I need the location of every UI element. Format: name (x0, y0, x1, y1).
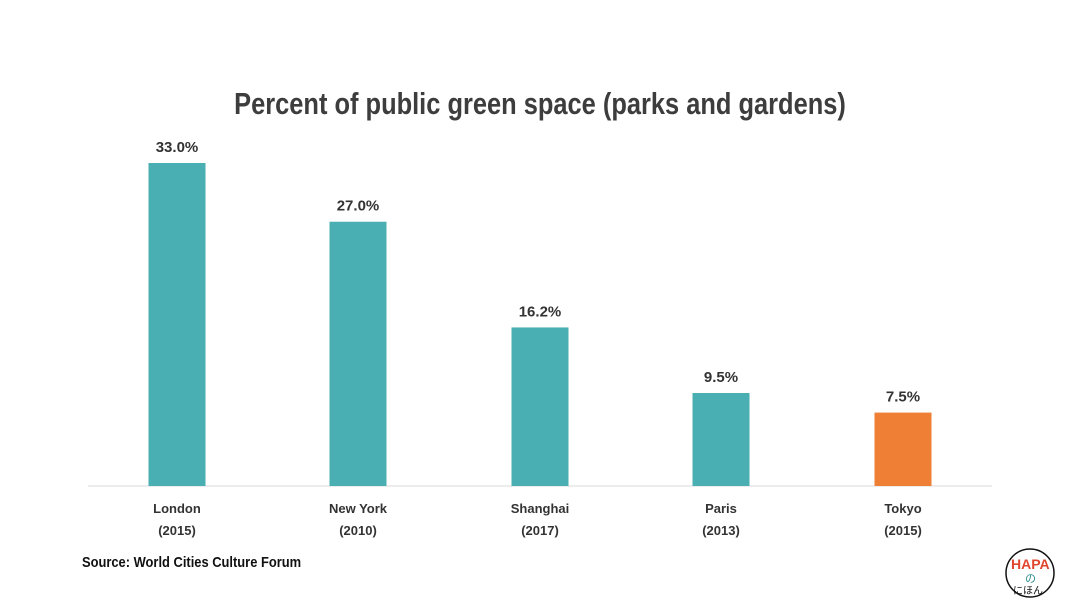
category-year-label: (2013) (702, 523, 740, 538)
svg-text:にほん: にほん (1013, 585, 1043, 597)
category-label: Tokyo (884, 501, 921, 516)
svg-text:HAPA: HAPA (1011, 556, 1050, 572)
bar-tokyo (874, 412, 932, 486)
value-label: 27.0% (337, 198, 380, 215)
bar-shanghai (511, 327, 569, 486)
svg-text:の: の (1025, 572, 1036, 585)
source-note: Source: World Cities Culture Forum (82, 554, 302, 571)
value-label: 9.5% (704, 369, 738, 386)
category-label: Shanghai (511, 501, 570, 516)
category-label: London (153, 501, 201, 516)
bars-layer: 33.0% London (2015) 27.0% New York (2010) 16.2… (148, 139, 932, 538)
bar-paris (692, 393, 750, 486)
hapa-logo: HAPA の にほん (1005, 548, 1055, 598)
category-label: New York (329, 501, 388, 516)
value-label: 16.2% (519, 303, 562, 320)
category-label: Paris (705, 501, 737, 516)
category-year-label: (2015) (158, 523, 196, 538)
value-label: 7.5% (886, 389, 920, 406)
chart-title: Percent of public green space (parks and… (234, 86, 846, 121)
category-year-label: (2010) (339, 523, 377, 538)
category-year-label: (2017) (521, 523, 559, 538)
value-label: 33.0% (156, 139, 199, 156)
category-year-label: (2015) (884, 523, 922, 538)
bar-london (148, 163, 206, 486)
bar-new-york (329, 221, 387, 486)
